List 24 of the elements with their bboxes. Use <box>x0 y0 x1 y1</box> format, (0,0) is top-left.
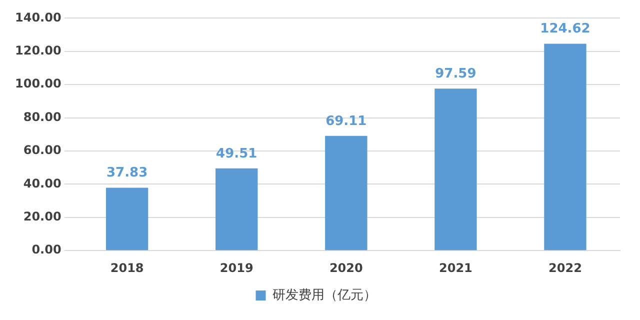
bar <box>544 44 586 250</box>
bar <box>216 168 258 250</box>
y-tick-label: 40.00 <box>23 176 62 190</box>
y-tick-label: 20.00 <box>23 210 62 224</box>
legend-label: 研发费用（亿元） <box>272 288 376 303</box>
data-label: 69.11 <box>326 114 367 129</box>
y-tick-label: 140.00 <box>14 10 62 24</box>
x-tick-label: 2018 <box>110 260 144 275</box>
y-tick-label: 100.00 <box>14 76 62 91</box>
data-label: 124.62 <box>540 22 590 37</box>
bar <box>106 188 148 250</box>
data-label: 97.59 <box>435 66 476 82</box>
x-tick-label: 2022 <box>548 260 582 275</box>
x-tick-label: 2021 <box>438 260 472 275</box>
data-label: 37.83 <box>106 166 148 181</box>
x-tick-label: 2020 <box>329 260 363 275</box>
bar <box>434 88 477 250</box>
y-tick-label: 120.00 <box>14 44 62 58</box>
data-label: 49.51 <box>216 146 258 162</box>
bar <box>325 136 368 250</box>
x-tick-label: 2019 <box>220 260 254 275</box>
y-tick-label: 80.00 <box>23 110 62 124</box>
y-tick-label: 60.00 <box>23 143 62 158</box>
y-tick-label: 0.00 <box>32 242 62 257</box>
